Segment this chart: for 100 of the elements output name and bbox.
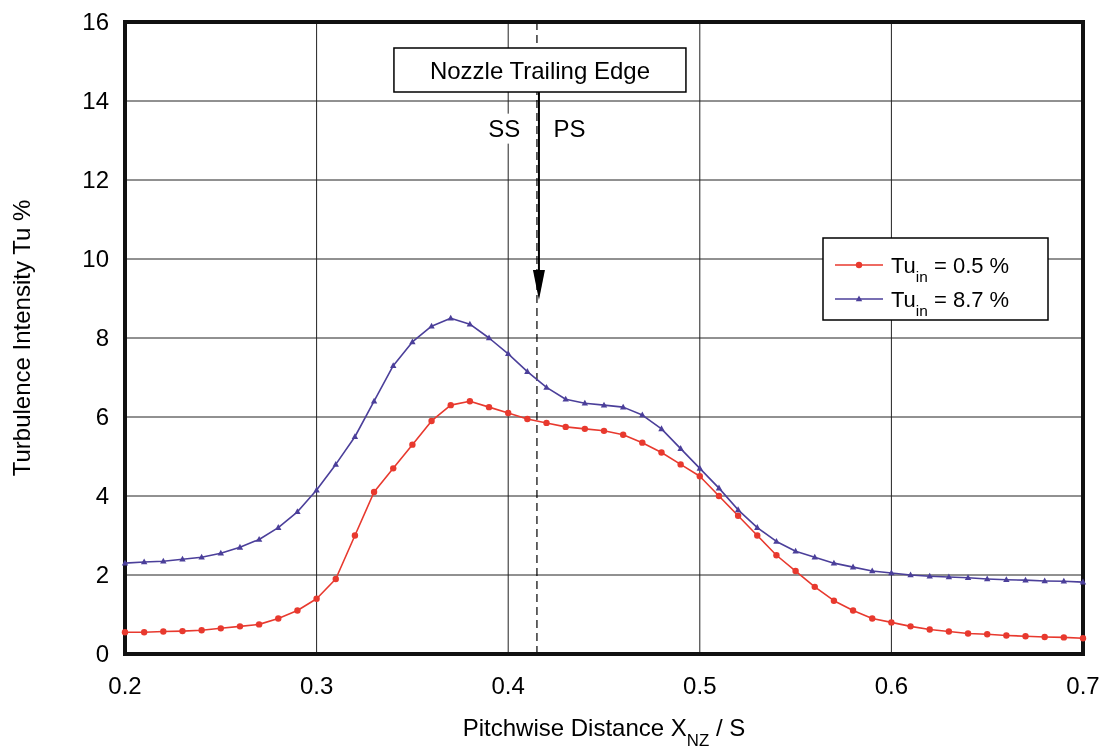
point [428, 417, 435, 425]
point [696, 464, 703, 471]
point [485, 403, 493, 411]
x-tick-label: 0.4 [491, 672, 525, 699]
point [447, 314, 454, 321]
point [715, 492, 723, 500]
point [1022, 633, 1029, 640]
point [179, 555, 186, 562]
point [964, 574, 972, 581]
point [275, 615, 282, 622]
legend-label: Tu$_{in}$ = 8.7 % [891, 287, 1010, 319]
point [485, 334, 493, 341]
point [619, 431, 627, 438]
point [140, 629, 148, 636]
point [830, 597, 838, 604]
y-tick-label: 4 [95, 482, 109, 509]
point [255, 621, 263, 628]
point [581, 425, 589, 433]
point [294, 508, 301, 515]
point [734, 512, 742, 519]
y-tick-label: 10 [82, 245, 109, 272]
y-tick-label: 16 [82, 8, 109, 35]
point [1079, 635, 1087, 642]
point [409, 441, 416, 448]
point [888, 619, 895, 626]
point [696, 473, 703, 480]
point [543, 419, 550, 427]
x-axis-title: Pitchwise Distance X$_{NZ}$ / S [462, 714, 746, 750]
point [849, 607, 857, 614]
y-tick-label: 2 [95, 561, 109, 588]
legend-label: Tu$_{in}$ = 0.5 % [891, 253, 1010, 285]
point [658, 425, 665, 432]
point [217, 625, 224, 632]
point [984, 631, 991, 638]
annotation: PS [553, 114, 586, 142]
point [543, 383, 550, 390]
point [255, 535, 263, 542]
point [677, 445, 684, 451]
point [869, 615, 876, 622]
point [677, 461, 684, 468]
point [198, 627, 205, 634]
y-tick-label: 8 [95, 324, 109, 351]
point [370, 397, 378, 404]
point [466, 398, 474, 405]
point [390, 465, 397, 472]
x-tick-label: 0.2 [108, 672, 142, 699]
point [275, 524, 282, 530]
point [773, 537, 780, 544]
point [332, 575, 339, 583]
point [294, 607, 301, 614]
x-tick-label: 0.6 [874, 672, 909, 699]
point [562, 395, 569, 402]
point [351, 532, 359, 539]
point [639, 439, 646, 446]
point [313, 595, 320, 602]
point [811, 583, 818, 591]
point [1060, 634, 1068, 641]
point [907, 623, 914, 630]
y-tick-label: 14 [82, 87, 109, 114]
point [811, 553, 818, 560]
point [236, 543, 244, 550]
point [792, 547, 799, 554]
point [926, 626, 933, 633]
point [1003, 632, 1010, 639]
annotation: SS [488, 114, 521, 142]
point [524, 415, 531, 423]
point [505, 409, 512, 417]
point [754, 524, 761, 530]
point [773, 552, 780, 559]
point [198, 553, 205, 560]
point [734, 506, 742, 513]
point [792, 567, 799, 575]
point [332, 460, 339, 467]
ref-line-label: Nozzle Trailing Edge [429, 57, 650, 84]
x-tick-label: 0.7 [1066, 672, 1100, 699]
point [236, 623, 244, 630]
point [658, 449, 665, 456]
point [217, 549, 224, 556]
point [524, 368, 531, 374]
point [351, 433, 359, 440]
point [160, 628, 167, 635]
y-tick-label: 0 [95, 640, 109, 667]
point [1060, 577, 1068, 584]
x-tick-label: 0.3 [299, 672, 334, 699]
point [390, 362, 397, 368]
point [600, 427, 608, 435]
point [1003, 576, 1010, 583]
point [179, 627, 186, 635]
y-axis-title: Turbulence Intensity Tu % [8, 199, 35, 477]
y-tick-label: 12 [82, 166, 109, 193]
x-tick-label: 0.5 [683, 672, 717, 699]
point [370, 488, 378, 496]
point [754, 532, 761, 539]
point [447, 401, 454, 409]
point [121, 629, 129, 636]
y-tick-label: 6 [95, 403, 109, 430]
point [505, 350, 512, 357]
point [562, 423, 569, 431]
point [964, 630, 972, 637]
point [1041, 633, 1048, 641]
